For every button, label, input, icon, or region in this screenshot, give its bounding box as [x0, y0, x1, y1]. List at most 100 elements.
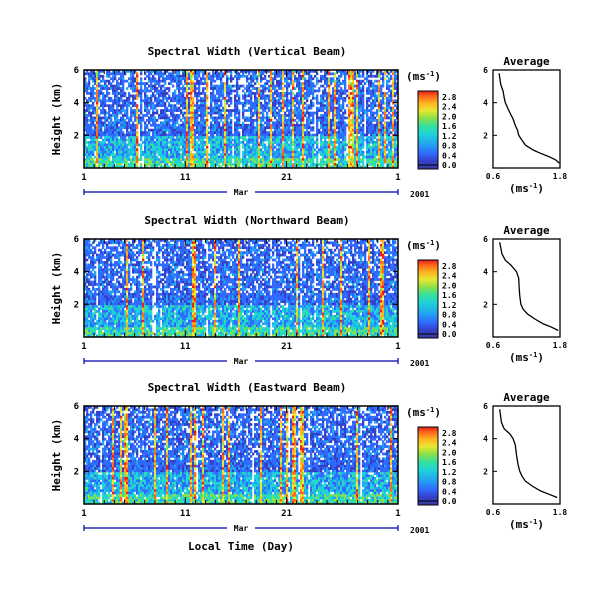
heatmap-cell [334, 72, 337, 76]
heatmap-cell [134, 87, 137, 90]
heatmap-cell [142, 82, 145, 85]
heatmap-cell [184, 138, 187, 142]
heatmap-cell [118, 131, 121, 134]
heatmap-cell [388, 111, 391, 115]
heatmap-cell [122, 92, 125, 95]
heatmap-cell [180, 92, 183, 95]
heatmap-cell [88, 163, 91, 166]
heatmap-cell [204, 104, 207, 108]
heatmap-cell [360, 89, 363, 93]
heatmap-cell [282, 145, 285, 149]
heatmap-cell [146, 138, 149, 142]
heatmap-cell [236, 128, 239, 132]
heatmap-cell [244, 148, 247, 152]
heatmap-cell [144, 155, 147, 159]
heatmap-cell [210, 138, 213, 142]
heatmap-cell [128, 123, 131, 127]
heatmap-cell [90, 114, 93, 117]
heatmap-cell [112, 106, 115, 110]
heatmap-cell [388, 101, 391, 105]
heatmap-cell [366, 101, 369, 105]
heatmap-cell [160, 72, 163, 76]
heatmap-cell [214, 87, 217, 90]
heatmap-cell [174, 126, 177, 130]
heatmap-cell [90, 138, 93, 142]
heatmap-cell [354, 116, 357, 120]
heatmap-cell [190, 131, 193, 134]
heatmap-cell [274, 126, 277, 130]
heatmap-cell [246, 101, 249, 105]
heatmap-cell [286, 121, 289, 125]
heatmap-cell [336, 114, 339, 117]
heatmap-cell [222, 155, 225, 159]
heatmap-cell [102, 150, 105, 154]
heatmap-cell [234, 99, 237, 103]
heatmap-cell [208, 138, 211, 142]
heatmap-cell [252, 72, 255, 76]
heatmap-cell [186, 104, 189, 108]
heatmap-cell [306, 121, 309, 125]
heatmap-cell [140, 82, 143, 85]
heatmap-cell [130, 165, 133, 169]
heatmap-cell [264, 94, 267, 98]
heatmap-cell [296, 160, 299, 164]
heatmap-cell [96, 109, 99, 112]
heatmap-cell [226, 145, 229, 149]
heatmap-cell [226, 89, 229, 93]
heatmap-cell [210, 155, 213, 159]
heatmap-cell [260, 96, 263, 100]
heatmap-cell [290, 89, 293, 93]
heatmap-cell [182, 74, 185, 78]
heatmap-cell [114, 109, 117, 112]
heatmap-cell [192, 104, 195, 108]
heatmap-cell [230, 70, 233, 73]
heatmap-cell [120, 141, 123, 144]
heatmap-cell [280, 160, 283, 164]
heatmap-cell [302, 77, 305, 81]
heatmap-cell [224, 84, 227, 88]
heatmap-cell [286, 109, 289, 112]
heatmap-cell [374, 165, 377, 169]
heatmap-cell [378, 150, 381, 154]
heatmap-cell [224, 70, 227, 73]
heatmap-cell [252, 158, 255, 161]
heatmap-cell [88, 145, 91, 149]
heatmap-cell [360, 70, 363, 73]
heatmap-cell [100, 119, 103, 122]
heatmap-cell [346, 160, 349, 164]
heatmap-cell [92, 121, 95, 125]
heatmap-cell [120, 119, 123, 122]
heatmap-cell [344, 99, 347, 103]
heatmap-cell [278, 101, 281, 105]
heatmap-cell [288, 70, 291, 73]
heatmap-cell [310, 70, 313, 73]
heatmap-cell [166, 160, 169, 164]
heatmap-cell [96, 101, 99, 105]
heatmap-cell [226, 158, 229, 161]
heatmap-cell [208, 158, 211, 161]
heatmap-cell [144, 133, 147, 137]
heatmap-cell [228, 123, 231, 127]
heatmap-cell [336, 106, 339, 110]
heatmap-cell [202, 70, 205, 73]
heatmap-cell [116, 141, 119, 144]
heatmap-cell [156, 148, 159, 152]
heatmap-cell [170, 106, 173, 110]
heatmap-cell [266, 82, 269, 85]
heatmap-cell [166, 119, 169, 122]
heatmap-cell [368, 153, 371, 157]
heatmap-cell [314, 141, 317, 144]
heatmap-cell [276, 82, 279, 85]
heatmap-cell [270, 72, 273, 76]
heatmap-cell [156, 145, 159, 149]
heatmap-cell [344, 96, 347, 100]
heatmap-cell [248, 109, 251, 112]
heatmap-cell [322, 148, 325, 152]
heatmap-cell [314, 153, 317, 157]
heatmap-cell [344, 77, 347, 81]
heatmap-cell [290, 165, 293, 169]
heatmap-cell [354, 143, 357, 147]
heatmap-cell [304, 94, 307, 98]
heatmap-cell [334, 155, 337, 159]
heatmap-cell [100, 145, 103, 149]
